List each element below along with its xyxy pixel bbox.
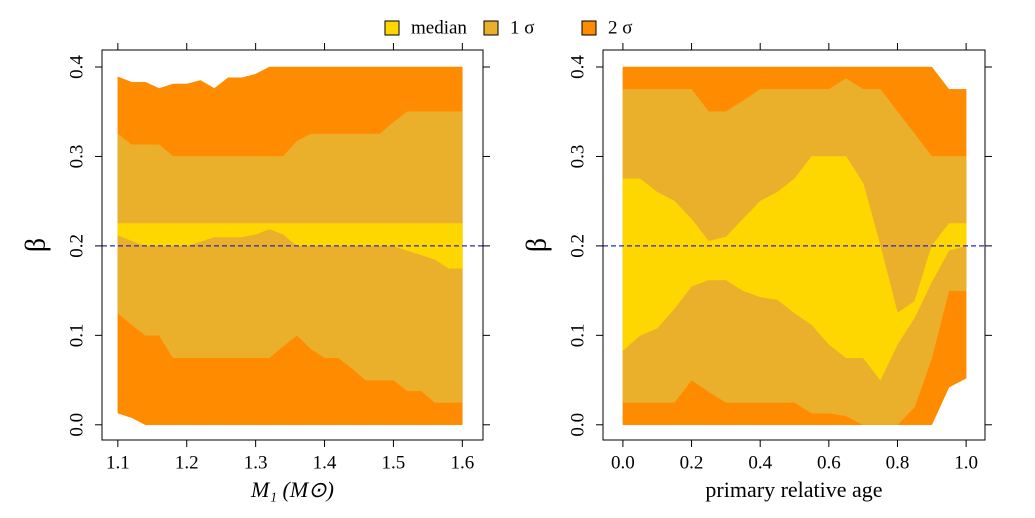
band-area	[117, 223, 463, 269]
legend-swatch	[384, 20, 400, 36]
legend-label: median	[411, 17, 467, 38]
y-tick-label: 0.2	[66, 234, 87, 258]
x-tick-label: 0.2	[680, 452, 704, 473]
plot-frame	[101, 49, 484, 441]
y-tick-label: 0.2	[567, 234, 588, 258]
legend-swatch	[581, 20, 597, 36]
y-axis-label: β	[20, 238, 51, 252]
x-tick-label: 1.0	[954, 452, 978, 473]
x-tick-label: 1.4	[313, 452, 337, 473]
y-tick-label: 0.3	[567, 145, 588, 169]
legend-swatch	[483, 20, 499, 36]
x-tick-label: 1.2	[175, 452, 199, 473]
y-tick-label: 0.1	[66, 323, 87, 347]
y-tick-label: 0.1	[567, 323, 588, 347]
x-axis-label: M₁ (M⊙)	[250, 477, 334, 502]
y-tick-label: 0.4	[567, 55, 588, 79]
x-tick-label: 1.3	[244, 452, 268, 473]
y-tick-label: 0.3	[66, 145, 87, 169]
x-tick-label: 1.6	[450, 452, 474, 473]
y-axis-label: β	[521, 238, 552, 252]
y-tick-label: 0.0	[567, 413, 588, 437]
x-tick-label: 1.5	[382, 452, 406, 473]
y-tick-label: 0.4	[66, 55, 87, 79]
legend-label: 2 σ	[608, 17, 633, 38]
legend-label: 1 σ	[510, 17, 535, 38]
x-tick-label: 1.1	[106, 452, 130, 473]
x-tick-label: 0.4	[748, 452, 772, 473]
y-tick-label: 0.0	[66, 413, 87, 437]
x-tick-label: 0.6	[817, 452, 841, 473]
x-tick-label: 0.8	[886, 452, 910, 473]
plot-frame	[602, 49, 986, 441]
x-axis-label: primary relative age	[705, 477, 882, 502]
band-area	[117, 111, 463, 403]
x-tick-label: 0.0	[611, 452, 635, 473]
